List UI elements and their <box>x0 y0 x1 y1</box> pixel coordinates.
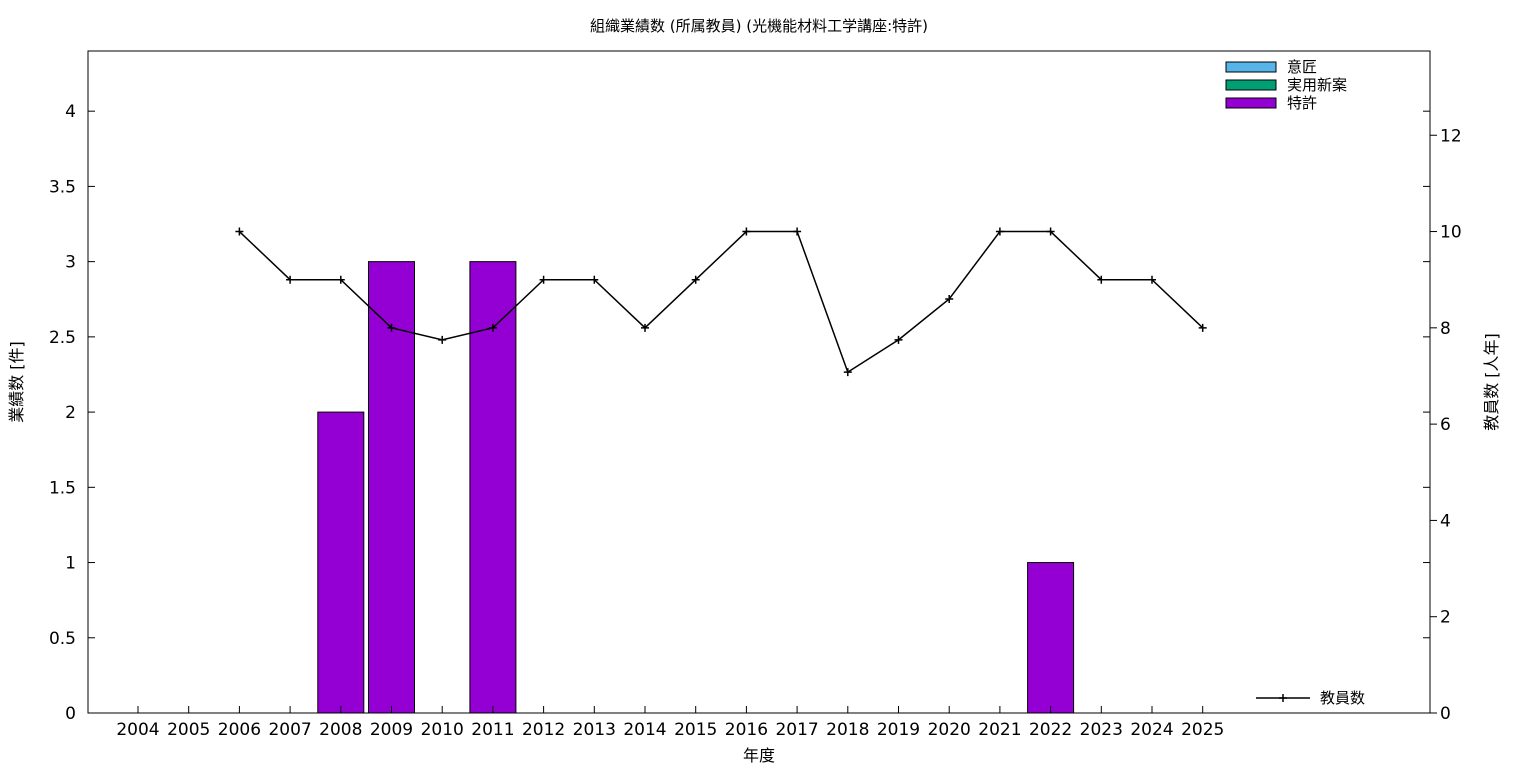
legend-label: 教員数 <box>1320 689 1365 707</box>
legend-label: 特許 <box>1287 94 1317 112</box>
x-tick-label: 2004 <box>116 720 159 740</box>
line-point-2011 <box>488 323 497 332</box>
x-tick-label: 2017 <box>775 720 818 740</box>
y2-tick-label: 0 <box>1440 704 1451 724</box>
x-tick-label: 2008 <box>319 720 362 740</box>
y-tick-label: 1.5 <box>49 478 76 498</box>
line-point-2016 <box>742 227 751 236</box>
line-point-2019 <box>894 335 903 344</box>
y-tick-label: 1 <box>65 554 76 574</box>
legend-label: 実用新案 <box>1287 76 1347 94</box>
y2-tick-label: 2 <box>1440 608 1451 628</box>
y-tick-label: 2.5 <box>49 328 76 348</box>
x-tick-label: 2005 <box>167 720 210 740</box>
y-tick-label: 3.5 <box>49 177 76 197</box>
x-tick-label: 2019 <box>877 720 920 740</box>
line-point-2007 <box>286 275 295 284</box>
y-tick-label: 4 <box>65 102 76 122</box>
legend-swatch <box>1225 61 1277 73</box>
x-tick-label: 2023 <box>1080 720 1123 740</box>
x-tick-label: 2009 <box>370 720 413 740</box>
x-tick-label: 2006 <box>218 720 261 740</box>
x-tick-label: 2013 <box>573 720 616 740</box>
x-axis-label: 年度 <box>743 746 775 765</box>
y2-tick-label: 4 <box>1440 511 1451 531</box>
y-tick-label: 2 <box>65 403 76 423</box>
line-point-2009 <box>387 323 396 332</box>
y2-tick-label: 10 <box>1440 223 1462 243</box>
x-tick-label: 2021 <box>978 720 1021 740</box>
x-tick-label: 2015 <box>674 720 717 740</box>
y-tick-label: 3 <box>65 253 76 273</box>
x-tick-label: 2012 <box>522 720 565 740</box>
line-point-2018 <box>843 368 852 377</box>
x-tick-label: 2018 <box>826 720 869 740</box>
line-point-2024 <box>1148 275 1156 284</box>
x-tick-label: 2011 <box>471 720 514 740</box>
line-point-2012 <box>539 275 548 284</box>
line-point-2006 <box>235 227 244 236</box>
y2-tick-label: 12 <box>1440 126 1462 146</box>
line-point-2025 <box>1198 323 1207 332</box>
series-line-teachers <box>238 230 1204 374</box>
legend-swatch <box>1225 97 1277 109</box>
y2-tick-label: 6 <box>1440 415 1451 435</box>
line-point-2008 <box>336 275 345 284</box>
chart-title: 組織業績数 (所属教員) (光機能材料工学講座:特許) <box>590 17 928 35</box>
x-tick-label: 2025 <box>1181 720 1224 740</box>
x-tick-label: 2010 <box>421 720 464 740</box>
bar-2022 <box>1027 562 1075 714</box>
line-point-2017 <box>793 227 802 236</box>
bar-2009 <box>368 261 415 714</box>
x-tick-label: 2020 <box>928 720 971 740</box>
x-tick-label: 2016 <box>725 720 768 740</box>
y2-tick-label: 8 <box>1440 319 1451 339</box>
y-axis-label: 業績数 [件] <box>7 341 26 423</box>
legend-swatch <box>1225 79 1277 91</box>
line-point-2010 <box>438 335 447 344</box>
bar-2011 <box>469 261 517 714</box>
x-tick-label: 2007 <box>268 720 311 740</box>
x-tick-label: 2024 <box>1130 720 1173 740</box>
y-tick-label: 0.5 <box>49 629 76 649</box>
x-tick-label: 2022 <box>1029 720 1072 740</box>
line-point-2014 <box>641 323 649 332</box>
line-point-2015 <box>691 275 700 284</box>
legend-line-marker <box>1279 694 1287 702</box>
plot-frame <box>87 50 1431 714</box>
x-tick-label: 2014 <box>623 720 666 740</box>
y2-axis-label: 教員数 [人年] <box>1482 333 1501 431</box>
legend-label: 意匠 <box>1287 58 1317 76</box>
line-point-2021 <box>995 227 1004 236</box>
line-point-2022 <box>1046 227 1055 236</box>
y-tick-label: 0 <box>65 704 76 724</box>
line-point-2023 <box>1097 275 1106 284</box>
line-point-2020 <box>945 294 954 303</box>
line-point-2013 <box>590 275 599 284</box>
bar-2008 <box>317 411 365 714</box>
